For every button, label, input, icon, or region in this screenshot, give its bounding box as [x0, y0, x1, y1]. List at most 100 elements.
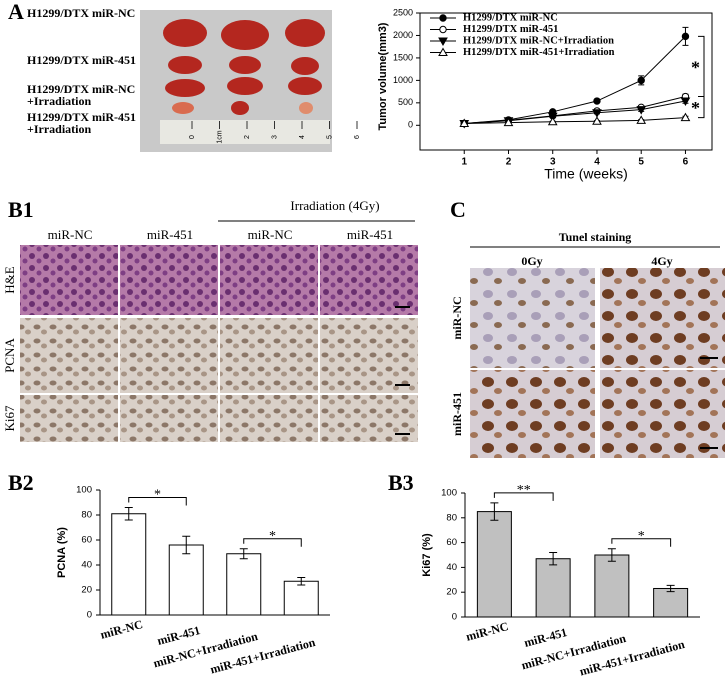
tunel-image	[470, 370, 595, 458]
marker	[438, 37, 448, 47]
marker	[438, 47, 448, 56]
y-tick-label: 1500	[393, 52, 413, 62]
error-bar	[607, 548, 616, 562]
row-label: H1299/DTX miR-NC	[27, 82, 135, 96]
error-bar	[666, 584, 675, 593]
ruler-label: 1cm	[216, 130, 223, 143]
significance-label: *	[269, 529, 276, 544]
y-tick-label: 80	[81, 510, 92, 521]
x-tick-label: 5	[638, 157, 644, 168]
histology-image	[120, 245, 218, 315]
error-bar	[297, 577, 306, 586]
significance-bracket	[698, 96, 705, 119]
marker	[681, 32, 690, 41]
significance-bracket	[128, 497, 187, 506]
marker	[592, 116, 602, 125]
bar	[111, 513, 147, 616]
row-label: +Irradiation	[27, 122, 91, 136]
histology-image	[220, 395, 318, 442]
bar	[283, 580, 319, 616]
series-line	[464, 100, 686, 124]
histology-image	[20, 395, 118, 442]
y-tick-label: 60	[81, 535, 92, 546]
y-tick-label: 60	[446, 537, 457, 548]
histology-image	[20, 245, 118, 315]
y-tick-label: 40	[81, 560, 92, 571]
marker	[636, 106, 647, 115]
ruler	[160, 120, 330, 144]
ruler-label: 3	[271, 135, 278, 139]
row-label: +Irradiation	[27, 94, 91, 108]
tunel-title: Tunel staining	[559, 230, 632, 244]
histology-image	[320, 318, 418, 393]
row-label: PCNA	[2, 338, 17, 373]
y-tick-label: 20	[446, 587, 457, 598]
row-label: H1299/DTX miR-NC	[27, 6, 135, 20]
column-label: 0Gy	[521, 254, 542, 268]
x-tick-label: miR-NC	[464, 619, 509, 644]
histology-image	[20, 318, 118, 393]
significance-label: *	[638, 529, 645, 544]
bar	[226, 553, 262, 616]
histology-image	[220, 318, 318, 393]
bar	[594, 554, 630, 618]
y-tick-label: 20	[81, 585, 92, 596]
legend-label: H1299/DTX miR-NC+Irradiation	[463, 35, 614, 46]
column-label: miR-451	[347, 227, 393, 242]
error-bar	[239, 548, 248, 560]
y-tick-label: 0	[87, 610, 92, 621]
y-tick-label: 2500	[393, 7, 413, 17]
row-label: H&E	[2, 266, 17, 294]
y-tick-label: 500	[398, 97, 413, 107]
row-label: miR-451	[450, 392, 464, 436]
bar	[653, 587, 689, 618]
significance-label: *	[691, 58, 700, 78]
y-axis-label: PCNA (%)	[56, 527, 68, 578]
panel-label: B2	[8, 470, 34, 495]
y-tick-label: 0	[408, 120, 413, 130]
panel-label: B1	[8, 197, 34, 222]
marker	[459, 118, 470, 127]
x-tick-label: 4	[594, 157, 600, 168]
error-bar	[182, 535, 191, 555]
significance-label: *	[691, 98, 700, 118]
bar	[168, 544, 204, 616]
ruler-label: 5	[326, 135, 333, 139]
column-label: miR-NC	[248, 227, 293, 242]
error-bar	[490, 502, 499, 521]
legend-label: H1299/DTX miR-451	[463, 24, 558, 35]
histology-image	[220, 245, 318, 315]
panel-label: B3	[388, 470, 414, 495]
row-label: H1299/DTX miR-451	[27, 110, 136, 124]
panel-label: C	[450, 197, 466, 222]
marker	[636, 115, 647, 124]
significance-label: **	[517, 483, 531, 498]
x-tick-label: 6	[683, 157, 689, 168]
y-tick-label: 2000	[393, 30, 413, 40]
marker	[680, 97, 691, 107]
y-axis-label: Tumor volume(mm3)	[377, 22, 389, 130]
legend-label: H1299/DTX miR-NC	[463, 12, 558, 23]
x-tick-label: miR-NC	[99, 617, 144, 642]
y-tick-label: 1000	[393, 75, 413, 85]
significance-label: *	[154, 488, 161, 503]
marker	[503, 117, 514, 127]
bar	[476, 511, 512, 618]
significance-bracket	[243, 538, 302, 547]
row-label: Ki67	[2, 405, 17, 432]
marker	[439, 14, 447, 22]
histology-image	[120, 395, 218, 442]
tunel-image	[470, 268, 595, 368]
group-label: Irradiation (4Gy)	[290, 198, 379, 213]
ruler-label: 2	[244, 135, 251, 139]
column-label: miR-NC	[48, 227, 93, 242]
y-tick-label: 100	[441, 488, 457, 499]
error-bar	[549, 552, 558, 566]
histology-image	[320, 245, 418, 315]
marker	[592, 109, 602, 118]
tunel-image	[600, 268, 725, 368]
row-label: H1299/DTX miR-451	[27, 53, 136, 67]
marker	[680, 112, 691, 122]
x-tick-label: 3	[550, 157, 556, 168]
